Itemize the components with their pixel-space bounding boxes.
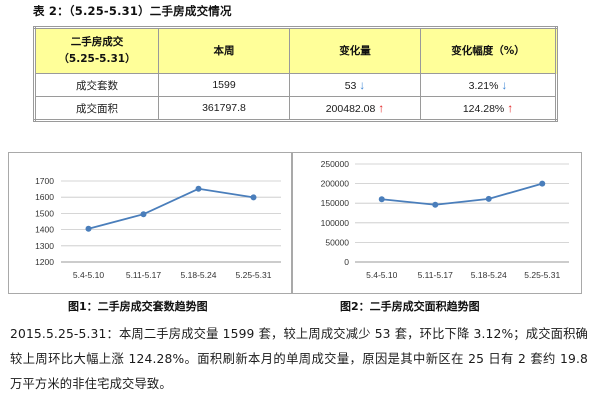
y-tick-label: 150000	[321, 198, 350, 208]
change-cell: 200482.08 ↑	[289, 96, 421, 121]
change-cell: 53 ↓	[289, 73, 421, 97]
arrow-down-icon: ↓	[359, 78, 366, 92]
x-tick-label: 5.4-5.10	[73, 270, 104, 280]
x-tick-label: 5.18-5.24	[471, 270, 507, 280]
arrow-up-icon: ↑	[378, 101, 385, 115]
data-point	[539, 180, 546, 187]
data-point	[250, 194, 257, 201]
y-tick-label: 1600	[35, 192, 54, 202]
series-line	[88, 187, 254, 230]
chart-area: 250000 200000 150000 100000 50000 0 5.4-5.10 5.…	[321, 159, 569, 280]
stats-table: 二手房成交 （5.25-5.31） 本周 变化量 变化幅度（%） 成交套数 15…	[33, 26, 558, 122]
x-tick-label: 5.25-5.31	[524, 270, 560, 280]
data-point	[378, 196, 385, 203]
y-tick-label: 50000	[325, 237, 349, 247]
header-change: 变化量	[289, 27, 421, 74]
y-tick-label: 1200	[35, 257, 54, 267]
chart-transactions: 1700 1600 1500 1400 1300 1200 5.4-5.10 5.11-5.1…	[35, 176, 281, 280]
header-secondhand-line2: （5.25-5.31）	[58, 53, 136, 65]
table-header-row: 二手房成交 （5.25-5.31） 本周 变化量 变化幅度（%）	[34, 27, 557, 74]
pct-value: 124.28%	[462, 103, 505, 115]
y-tick-label: 1400	[35, 225, 54, 235]
summary-paragraph: 2015.5.25-5.31：本周二手房成交量 1599 套，较上周成交减少 5…	[10, 327, 588, 391]
change-value: 200482.08	[325, 103, 376, 115]
data-point	[195, 185, 202, 192]
data-point	[140, 211, 147, 218]
header-secondhand: 二手房成交 （5.25-5.31）	[34, 27, 159, 74]
x-tick-label: 5.25-5.31	[236, 270, 272, 280]
arrow-up-icon: ↑	[507, 101, 514, 115]
y-tick-label: 1300	[35, 241, 54, 251]
x-tick-label: 5.4-5.10	[366, 270, 397, 280]
table-row: 成交套数 1599 53 ↓ 3.21% ↓	[34, 73, 557, 97]
y-tick-label: 0	[344, 257, 349, 267]
header-secondhand-line1: 二手房成交	[70, 36, 124, 48]
this-week-value: 361797.8	[158, 96, 290, 121]
y-tick-label: 200000	[321, 179, 350, 189]
row-label: 成交面积	[34, 96, 159, 121]
change-value: 53	[344, 80, 357, 92]
chart-caption-area: 图2：二手房成交面积趋势图	[340, 300, 480, 313]
x-tick-label: 5.11-5.17	[418, 270, 454, 280]
chart-area-box: 250000 200000 150000 100000 50000 0 5.4-5.10 5.…	[292, 152, 582, 294]
x-tick-label: 5.11-5.17	[126, 270, 162, 280]
x-tick-label: 5.18-5.24	[181, 270, 217, 280]
this-week-value: 1599	[158, 73, 290, 97]
data-point	[432, 201, 439, 208]
chart-caption-transactions: 图1：二手房成交套数趋势图	[68, 300, 208, 313]
row-label: 成交套数	[34, 73, 159, 97]
header-this-week: 本周	[158, 27, 290, 74]
table-title: 表 2：（5.25-5.31）二手房成交情况	[33, 4, 232, 18]
data-point	[485, 195, 492, 202]
y-tick-label: 1700	[35, 176, 54, 186]
y-tick-label: 250000	[321, 159, 350, 169]
table-row: 成交面积 361797.8 200482.08 ↑ 124.28% ↑	[34, 96, 557, 121]
y-tick-label: 1500	[35, 208, 54, 218]
pct-cell: 124.28% ↑	[420, 96, 557, 121]
data-point	[85, 225, 92, 232]
pct-cell: 3.21% ↓	[420, 73, 557, 97]
arrow-down-icon: ↓	[501, 78, 508, 92]
series-line	[381, 182, 543, 206]
pct-value: 3.21%	[468, 80, 499, 92]
chart-transactions-box: 1700 1600 1500 1400 1300 1200 5.4-5.10 5.11-5.1…	[8, 152, 292, 294]
header-change-pct: 变化幅度（%）	[420, 27, 557, 74]
y-tick-label: 100000	[321, 218, 350, 228]
